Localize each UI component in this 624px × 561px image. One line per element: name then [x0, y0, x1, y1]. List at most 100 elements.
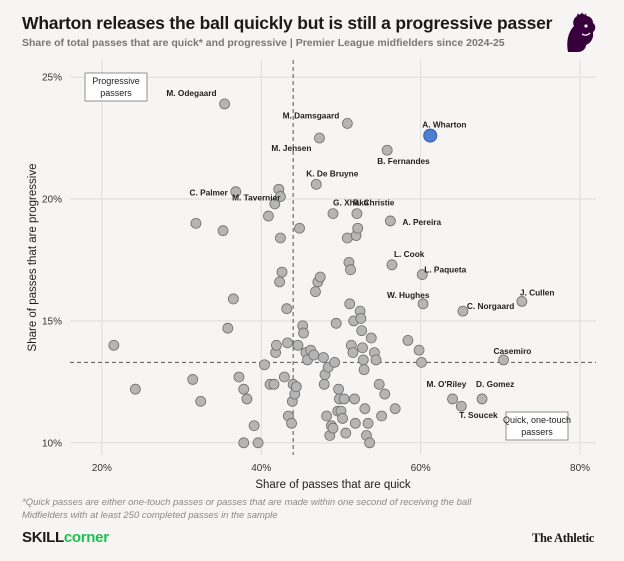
- data-point: [248, 420, 260, 432]
- point-label: L. Paqueta: [424, 265, 466, 275]
- brand-left-part-b: corner: [63, 529, 109, 546]
- progressive-passers-label-box: [84, 72, 148, 102]
- data-point: [318, 352, 329, 363]
- data-point: [333, 383, 344, 395]
- data-point: [344, 298, 356, 310]
- labeled-point: [381, 144, 393, 156]
- point-label: C. Norgaard: [467, 301, 514, 311]
- y-tick-label: 15%: [42, 316, 62, 327]
- data-point: [217, 225, 229, 237]
- y-tick-label: 20%: [42, 194, 62, 205]
- data-point: [238, 437, 250, 449]
- data-point: [259, 359, 270, 371]
- x-axis-label: Share of passes that are quick: [255, 479, 411, 490]
- point-label: A. Pereira: [402, 217, 441, 227]
- data-point: [310, 286, 321, 298]
- data-point: [195, 395, 207, 407]
- progressive-passers-label-text: passers: [100, 88, 132, 98]
- data-point: [364, 437, 376, 449]
- labeled-point: [327, 208, 339, 220]
- data-point: [278, 371, 290, 383]
- data-point: [222, 322, 234, 334]
- labeled-point: [351, 208, 363, 220]
- data-point: [252, 437, 264, 449]
- data-point: [402, 335, 414, 346]
- point-label: A. Wharton: [422, 120, 466, 130]
- labeled-point: [314, 132, 325, 144]
- quick-passers-label-text: Quick, one-touch: [503, 415, 571, 425]
- data-point: [281, 303, 293, 315]
- data-point: [352, 222, 364, 234]
- point-label: L. Cook: [394, 249, 425, 259]
- labeled-point: [455, 400, 467, 412]
- data-point: [318, 378, 330, 390]
- data-point: [227, 293, 239, 305]
- quick-passers-label-text: passers: [521, 427, 553, 437]
- data-point: [268, 378, 280, 390]
- data-point: [345, 264, 356, 276]
- labeled-point: [310, 178, 322, 190]
- labeled-point: [341, 117, 353, 129]
- y-tick-label: 10%: [42, 438, 62, 449]
- labeled-point: [516, 295, 528, 307]
- progressive-passers-label-text: Progressive: [92, 76, 140, 86]
- data-point: [337, 413, 348, 424]
- labeled-point: [457, 305, 469, 317]
- data-point: [379, 388, 391, 400]
- x-tick-label: 80%: [570, 463, 590, 474]
- data-point: [362, 417, 374, 429]
- data-point: [187, 374, 199, 385]
- footnote-line-2: Midfielders with at least 250 completed …: [22, 510, 278, 521]
- data-point: [349, 393, 360, 405]
- scatter-chart: 10% 15% 20% 25% 20% 40% 60% 80% Share of passes …: [27, 60, 596, 490]
- data-point: [321, 410, 333, 422]
- data-point: [294, 222, 305, 234]
- data-point: [276, 266, 288, 278]
- data-point: [329, 356, 340, 368]
- data-point: [292, 339, 304, 351]
- chart-title: Wharton releases the ball quickly but is…: [22, 13, 553, 33]
- x-tick-label: 20%: [92, 463, 112, 474]
- y-tick-label: 25%: [42, 73, 62, 84]
- labeled-point: [386, 259, 398, 271]
- data-point: [269, 198, 281, 210]
- labeled-point: [416, 269, 428, 280]
- x-tick-label: 40%: [251, 463, 271, 474]
- point-label: M. O'Riley: [427, 379, 467, 389]
- labeled-point: [476, 393, 488, 405]
- highlight-point: [423, 128, 438, 143]
- data-point: [338, 393, 350, 405]
- data-point: [376, 410, 388, 422]
- data-point: [263, 210, 274, 222]
- x-tick-label: 60%: [411, 463, 431, 474]
- data-point: [370, 354, 382, 366]
- point-label: M. Odegaard: [166, 88, 216, 98]
- brand-left-part-a: SKILL: [22, 529, 64, 546]
- data-point: [413, 344, 425, 356]
- data-point: [357, 342, 368, 354]
- data-point: [282, 337, 293, 349]
- data-point: [241, 393, 253, 405]
- point-label: C. Palmer: [189, 188, 228, 198]
- data-point: [290, 381, 302, 393]
- point-label: W. Hughes: [387, 290, 430, 300]
- point-label: B. Fernandes: [377, 156, 430, 166]
- skillcorner-logo: SKILLcorner: [22, 529, 109, 546]
- data-point: [298, 327, 309, 339]
- data-point: [355, 313, 367, 324]
- data-point: [358, 364, 370, 376]
- data-point: [308, 349, 320, 361]
- data-point: [389, 403, 401, 415]
- point-label: R. Christie: [353, 198, 395, 208]
- data-point: [238, 383, 250, 395]
- labeled-point: [447, 393, 458, 405]
- data-point: [359, 403, 371, 415]
- data-point: [340, 427, 352, 439]
- point-label: D. Gomez: [476, 379, 514, 389]
- point-label: T. Soucek: [459, 410, 498, 420]
- labeled-point: [384, 215, 396, 227]
- labeled-point: [219, 98, 231, 110]
- data-point: [108, 339, 120, 351]
- point-label: K. De Bruyne: [306, 168, 358, 178]
- y-axis-label: Share of passes that are progressive: [27, 164, 39, 352]
